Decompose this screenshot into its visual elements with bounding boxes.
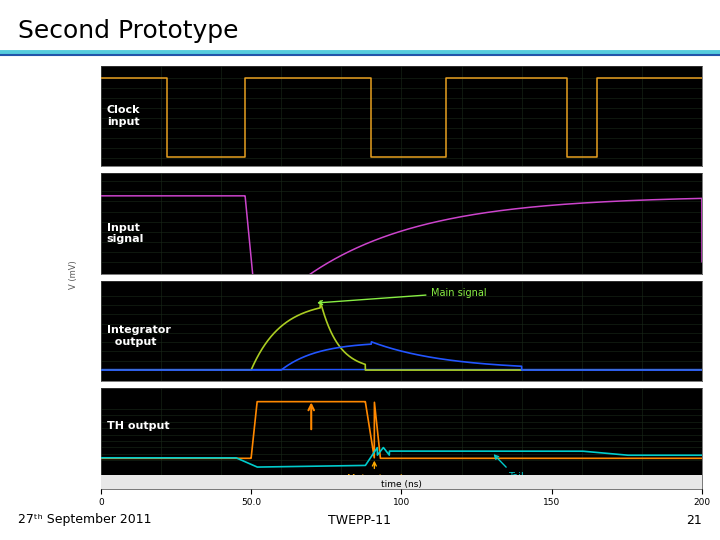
- Text: Clock
input: Clock input: [107, 105, 140, 127]
- Text: Main signal: Main signal: [318, 288, 487, 305]
- Text: Input
signal: Input signal: [107, 223, 144, 245]
- Text: V (mV): V (mV): [68, 260, 78, 289]
- Text: time (ns): time (ns): [381, 480, 422, 489]
- Text: Integrator
  output: Integrator output: [107, 325, 171, 347]
- Text: Tail: Tail: [495, 455, 523, 482]
- Text: Second Prototype: Second Prototype: [18, 19, 238, 43]
- Text: TH output: TH output: [107, 421, 169, 431]
- Text: 21: 21: [686, 514, 702, 526]
- Text: TWEPP-11: TWEPP-11: [328, 514, 392, 526]
- Text: 27ᵗʰ September 2011: 27ᵗʰ September 2011: [18, 514, 151, 526]
- Text: Main signal: Main signal: [346, 462, 402, 484]
